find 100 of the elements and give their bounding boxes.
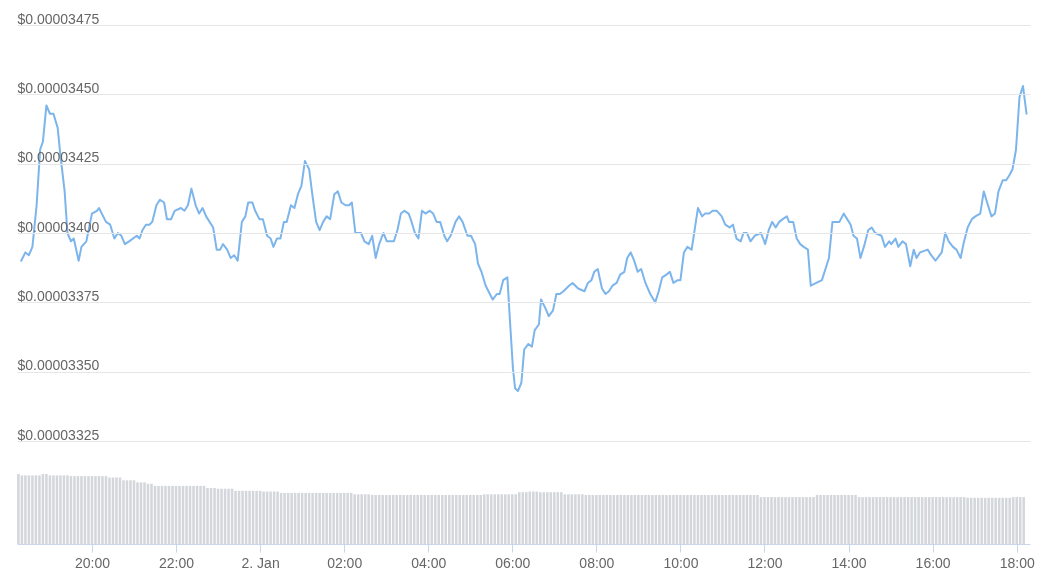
bar xyxy=(178,485,181,544)
bar xyxy=(679,495,682,544)
bar xyxy=(728,495,731,544)
y-tick-label: $0.00003450 xyxy=(17,79,100,96)
bar xyxy=(1015,497,1018,544)
bar xyxy=(430,495,433,544)
bar xyxy=(332,492,335,544)
bar xyxy=(444,495,447,544)
bar xyxy=(798,497,801,544)
bar xyxy=(917,497,920,544)
bar xyxy=(262,491,265,544)
bar xyxy=(546,492,549,544)
bar xyxy=(388,495,391,544)
bar xyxy=(924,497,927,544)
bar xyxy=(108,477,111,544)
bar xyxy=(910,497,913,544)
bar xyxy=(952,497,955,544)
bar xyxy=(693,495,696,544)
bar xyxy=(959,497,962,544)
bar xyxy=(73,476,76,544)
bar xyxy=(227,488,230,544)
bar xyxy=(101,476,104,544)
bar xyxy=(525,492,528,544)
bar xyxy=(616,495,619,544)
bar xyxy=(665,495,668,544)
bar xyxy=(651,495,654,544)
y-tick-label: $0.00003325 xyxy=(17,426,100,443)
x-tick-label: 18:00 xyxy=(999,554,1035,571)
bar xyxy=(468,495,472,544)
bar xyxy=(882,497,885,544)
bar xyxy=(416,495,419,544)
bar xyxy=(52,475,55,544)
bar xyxy=(206,488,209,544)
bar xyxy=(511,494,514,544)
bar xyxy=(812,497,815,544)
bar xyxy=(192,485,195,544)
bar xyxy=(304,492,307,544)
bar xyxy=(756,495,759,544)
x-tick-label: 12:00 xyxy=(747,554,783,571)
bar xyxy=(490,494,493,544)
bar xyxy=(31,475,34,544)
bar xyxy=(840,495,843,544)
bar xyxy=(938,497,941,544)
bar xyxy=(805,497,808,544)
bar xyxy=(987,497,990,544)
bar xyxy=(588,495,591,544)
y-tick-label: $0.00003350 xyxy=(17,357,100,374)
bar xyxy=(630,495,633,544)
bar xyxy=(199,485,202,544)
bar xyxy=(17,474,20,544)
y-tick-label: $0.00003375 xyxy=(17,287,100,304)
bar xyxy=(623,495,626,544)
bar xyxy=(395,495,398,544)
bar xyxy=(290,492,293,544)
bar xyxy=(868,497,871,544)
bar xyxy=(854,495,857,544)
bar xyxy=(973,497,976,544)
bar xyxy=(637,495,640,544)
bar xyxy=(465,495,469,544)
x-tick-label: 04:00 xyxy=(411,554,447,571)
bar xyxy=(518,492,521,544)
y-tick-label: $0.00003475 xyxy=(17,10,100,27)
bar xyxy=(234,490,237,544)
bar xyxy=(574,494,577,544)
bar xyxy=(700,495,703,544)
x-tick-label: 16:00 xyxy=(915,554,951,571)
bar xyxy=(567,494,570,544)
bar xyxy=(402,495,405,544)
bar xyxy=(658,495,661,544)
bar xyxy=(80,476,83,544)
bar xyxy=(150,483,153,544)
bar xyxy=(735,495,738,544)
x-tick-label: 22:00 xyxy=(159,554,195,571)
bar xyxy=(483,494,486,544)
x-tick-label: 20:00 xyxy=(74,554,111,571)
bar xyxy=(966,497,969,544)
bar xyxy=(826,495,829,544)
bar xyxy=(539,492,542,544)
bar xyxy=(283,492,286,544)
bar xyxy=(157,485,160,544)
x-tick-label: 02:00 xyxy=(327,554,363,571)
bar xyxy=(248,490,251,544)
bar xyxy=(45,474,48,544)
bar xyxy=(318,492,321,544)
bar xyxy=(644,495,647,544)
x-tick-label: 10:00 xyxy=(663,554,699,571)
bar xyxy=(994,497,997,544)
bar xyxy=(581,494,584,544)
bar xyxy=(164,485,167,544)
bar xyxy=(1022,497,1025,544)
bar xyxy=(749,495,752,544)
bar xyxy=(38,475,41,544)
bar xyxy=(553,492,556,544)
bar xyxy=(325,492,328,544)
x-tick-label: 08:00 xyxy=(579,554,615,571)
bar xyxy=(276,491,279,544)
bar xyxy=(409,495,412,544)
bar xyxy=(875,497,878,544)
bar xyxy=(714,495,717,544)
bar xyxy=(353,494,356,544)
